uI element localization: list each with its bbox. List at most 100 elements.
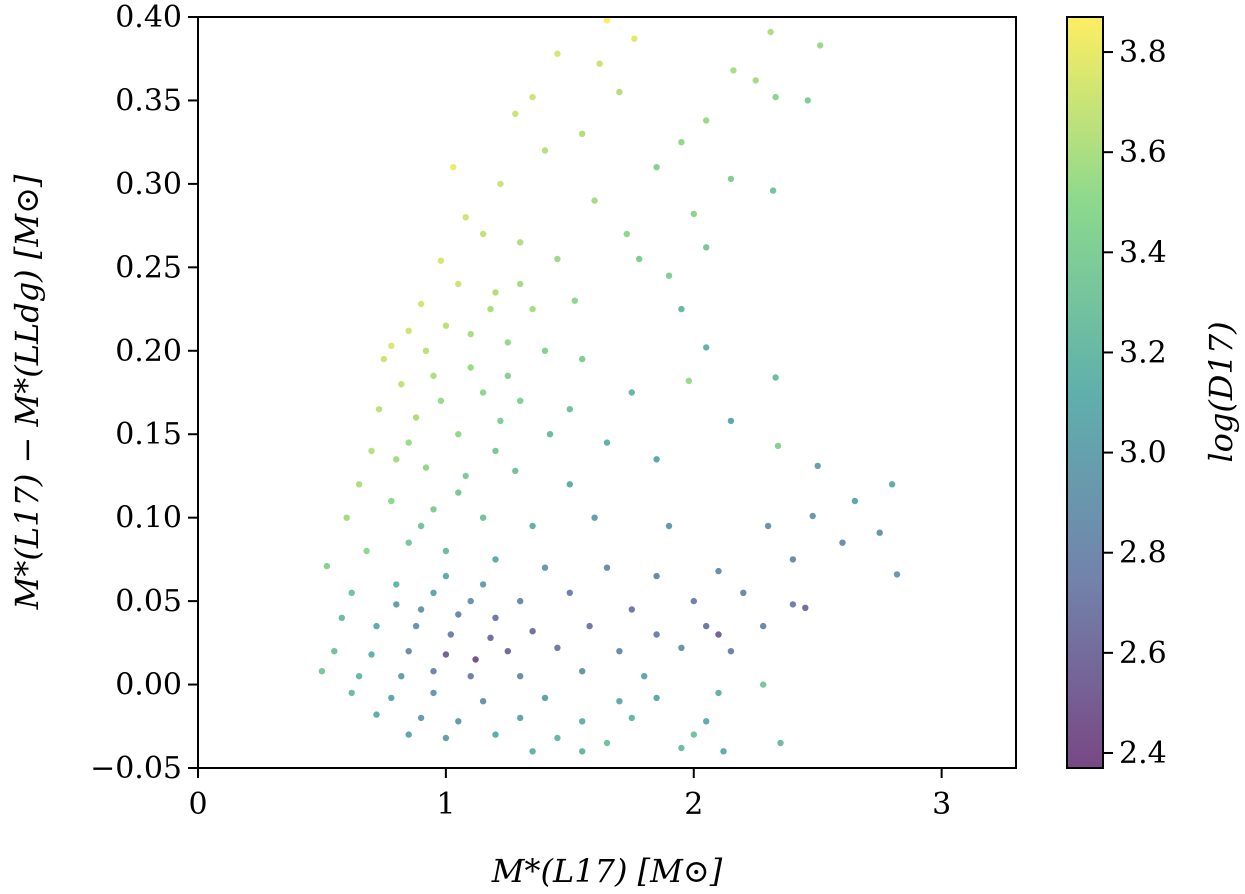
data-point xyxy=(512,110,519,118)
data-point xyxy=(450,164,457,171)
y-tick-label: −0.05 xyxy=(90,751,182,786)
data-point xyxy=(603,439,611,446)
data-point xyxy=(628,606,635,613)
data-point xyxy=(405,539,412,546)
data-point xyxy=(479,698,487,705)
data-point xyxy=(417,606,425,613)
data-point xyxy=(579,718,586,725)
data-point xyxy=(373,711,380,718)
data-point xyxy=(417,300,425,308)
data-point xyxy=(740,589,747,596)
colorbar-ticks: 2.4 2.6 2.8 3.0 3.2 3.4 3.6 3.8 xyxy=(1103,35,1167,771)
data-point xyxy=(405,731,412,738)
data-point xyxy=(492,556,499,563)
data-point xyxy=(398,381,405,388)
scatter-points xyxy=(318,17,901,755)
data-point xyxy=(417,522,425,530)
data-point xyxy=(455,431,462,438)
data-point xyxy=(579,748,586,755)
data-point xyxy=(789,556,797,563)
data-point xyxy=(678,139,685,146)
data-point xyxy=(554,644,561,651)
x-tick-label: 1 xyxy=(436,787,455,822)
data-point xyxy=(455,611,462,618)
data-point xyxy=(430,589,437,596)
data-point xyxy=(809,512,816,520)
data-point xyxy=(653,631,660,638)
y-tick-label: 0.20 xyxy=(115,334,182,369)
data-point xyxy=(363,547,370,555)
data-point xyxy=(529,748,536,755)
data-point xyxy=(422,347,430,354)
plot-frame xyxy=(197,16,1017,769)
data-point xyxy=(703,244,710,251)
data-point xyxy=(517,714,524,722)
data-point xyxy=(517,597,524,605)
data-point xyxy=(529,93,536,101)
data-point xyxy=(703,622,710,630)
data-point xyxy=(529,628,536,635)
data-point xyxy=(541,564,549,571)
data-point xyxy=(616,698,623,705)
data-point xyxy=(388,497,395,505)
data-point xyxy=(566,406,573,413)
data-point xyxy=(804,97,811,104)
data-point xyxy=(623,230,630,238)
data-point xyxy=(769,187,777,194)
data-point xyxy=(541,694,549,702)
data-point xyxy=(479,581,487,588)
data-point xyxy=(529,522,536,530)
data-point xyxy=(703,117,710,124)
data-point xyxy=(678,644,685,651)
data-point xyxy=(479,230,487,238)
data-point xyxy=(603,739,611,747)
data-point xyxy=(579,355,586,363)
data-point xyxy=(789,601,797,608)
data-point xyxy=(355,673,363,680)
data-point xyxy=(375,406,383,413)
data-point xyxy=(752,77,759,84)
data-point xyxy=(517,280,524,288)
data-point xyxy=(616,88,623,96)
data-point xyxy=(430,668,437,675)
data-point xyxy=(497,417,504,425)
y-tick-label: 0.35 xyxy=(115,83,182,118)
data-point xyxy=(685,377,692,384)
data-point xyxy=(437,257,445,264)
data-point xyxy=(455,489,462,496)
data-point xyxy=(541,347,549,354)
colorbar xyxy=(1066,16,1104,769)
data-point xyxy=(442,322,450,329)
data-point xyxy=(690,597,697,605)
data-point xyxy=(772,374,779,381)
data-point xyxy=(348,589,355,596)
data-point xyxy=(839,539,846,546)
data-point xyxy=(412,414,420,421)
data-point xyxy=(579,668,586,675)
data-point xyxy=(730,67,737,74)
x-axis-ticks: 0 1 2 3 xyxy=(188,768,951,822)
data-point xyxy=(893,571,901,578)
data-point xyxy=(348,689,355,697)
data-point xyxy=(876,529,883,536)
data-point xyxy=(591,514,598,521)
data-point xyxy=(665,522,673,530)
data-point xyxy=(442,734,450,742)
data-point xyxy=(388,342,395,349)
data-point xyxy=(596,60,603,67)
y-tick-label: 0.40 xyxy=(115,0,182,35)
data-point xyxy=(467,330,474,338)
data-point xyxy=(467,364,474,371)
data-point xyxy=(802,604,809,611)
data-point xyxy=(764,522,772,530)
data-point xyxy=(616,648,623,655)
data-point xyxy=(554,734,561,742)
data-point xyxy=(487,305,494,313)
data-point xyxy=(355,481,363,488)
data-point xyxy=(417,714,425,722)
data-point xyxy=(727,175,735,183)
data-point xyxy=(541,147,549,154)
data-point xyxy=(715,689,722,697)
data-point xyxy=(492,447,499,455)
